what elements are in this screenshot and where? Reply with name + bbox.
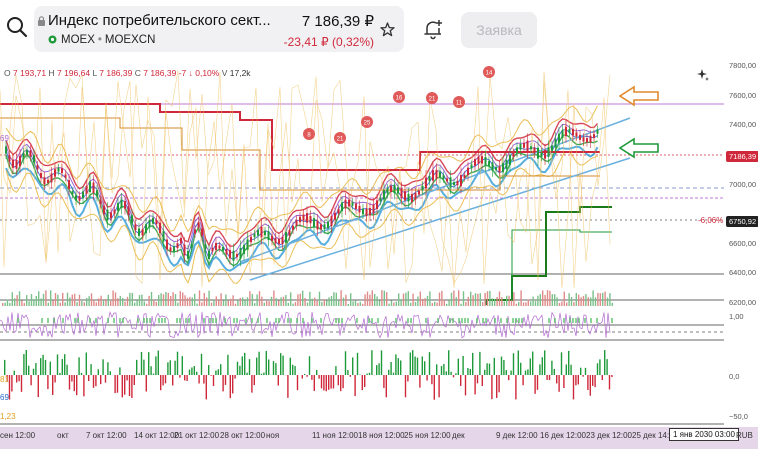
level-price-tag: 6750,92 bbox=[726, 216, 758, 227]
indicator-value: 69 bbox=[0, 393, 9, 402]
svg-text:16: 16 bbox=[396, 96, 403, 102]
percent-label: -6,06% bbox=[698, 216, 724, 225]
price-change: -23,41 ₽ (0,32%) bbox=[283, 35, 374, 49]
y-tick: 6200,00 bbox=[729, 298, 757, 307]
osc-tick: 0,0 bbox=[729, 372, 740, 381]
order-button[interactable]: Заявка bbox=[461, 12, 537, 48]
time-tick: 7 окт 12:00 bbox=[86, 431, 127, 440]
candles bbox=[5, 120, 599, 268]
time-tick: 18 ноя 12:00 bbox=[358, 431, 405, 440]
y-tick: 7000,00 bbox=[729, 180, 757, 189]
y-tick: 7600,00 bbox=[729, 91, 757, 100]
time-tick: дек bbox=[452, 431, 465, 440]
svg-text:21: 21 bbox=[337, 137, 344, 143]
indicator-value: 1,23 bbox=[0, 412, 16, 421]
bell-plus-icon[interactable] bbox=[422, 18, 444, 40]
time-tick: ноя bbox=[266, 431, 280, 440]
time-tick: 28 окт 12:00 bbox=[220, 431, 266, 440]
osc-tick: −50,0 bbox=[729, 412, 748, 421]
svg-text:11: 11 bbox=[456, 101, 463, 107]
ticker-label: MOEXCN bbox=[104, 34, 156, 46]
time-tick: 21 окт 12:00 bbox=[174, 431, 220, 440]
time-tick: 14 окт 12:00 bbox=[134, 431, 180, 440]
osc-tick: 1,00 bbox=[729, 312, 744, 321]
instrument-title: Индекс потребительского сект... bbox=[48, 12, 271, 29]
time-tick: 25 ноя 12:00 bbox=[404, 431, 451, 440]
instrument-subtitle: MOEX • MOEXCN bbox=[48, 34, 155, 46]
time-tick: 25 дек 14:0 bbox=[632, 431, 674, 440]
time-tick: сен 12:00 bbox=[0, 431, 36, 440]
indicator-lines bbox=[0, 70, 631, 305]
svg-text:21: 21 bbox=[429, 97, 436, 103]
volume-bars bbox=[2, 290, 613, 306]
y-tick: 7800,00 bbox=[729, 61, 757, 70]
y-tick: 7400,00 bbox=[729, 120, 757, 129]
time-tick: окт bbox=[57, 431, 69, 440]
y-tick: 6600,00 bbox=[729, 239, 757, 248]
moex-icon bbox=[48, 35, 57, 44]
y-tick: 6400,00 bbox=[729, 268, 757, 277]
time-tick: 16 дек 12:00 bbox=[540, 431, 586, 440]
instrument-price: 7 186,39 ₽ bbox=[301, 13, 374, 30]
time-axis[interactable] bbox=[0, 427, 758, 449]
header: Индекс потребительского сект... 7 186,39… bbox=[0, 0, 758, 58]
instrument-card[interactable]: Индекс потребительского сект... 7 186,39… bbox=[34, 6, 404, 52]
svg-text:25: 25 bbox=[364, 121, 371, 127]
search-icon[interactable] bbox=[6, 16, 28, 38]
lock-icon bbox=[38, 16, 45, 26]
exchange-label: MOEX bbox=[61, 34, 95, 46]
event-markers: 14 16 21 11 8 21 25 bbox=[303, 66, 495, 144]
star-icon[interactable] bbox=[380, 22, 395, 37]
currency-label: RUB bbox=[736, 431, 753, 440]
ohlc-legend: O 7 193,71 H 7 196,64 L 7 186,39 C 7 186… bbox=[4, 68, 251, 78]
oscillator-lower bbox=[4, 350, 613, 400]
svg-text:8: 8 bbox=[307, 133, 311, 139]
time-tick: 11 ноя 12:00 bbox=[312, 431, 358, 440]
price-chart[interactable]: 14 16 21 11 8 21 25 bbox=[0, 58, 758, 427]
oscillator-upper bbox=[0, 310, 613, 339]
current-price-tag: 7186,39 bbox=[726, 151, 758, 162]
sparkle-icon[interactable] bbox=[696, 68, 710, 82]
annotation-arrows bbox=[618, 85, 659, 159]
separator-dot: • bbox=[97, 34, 102, 46]
svg-text:14: 14 bbox=[486, 71, 493, 77]
indicator-value: 69 bbox=[0, 134, 9, 143]
indicator-value: 81 bbox=[0, 375, 9, 384]
cursor-date: 1 янв 2030 03:00 bbox=[669, 428, 739, 441]
time-tick: 9 дек 12:00 bbox=[496, 431, 538, 440]
time-tick: 23 дек 12:00 bbox=[586, 431, 632, 440]
